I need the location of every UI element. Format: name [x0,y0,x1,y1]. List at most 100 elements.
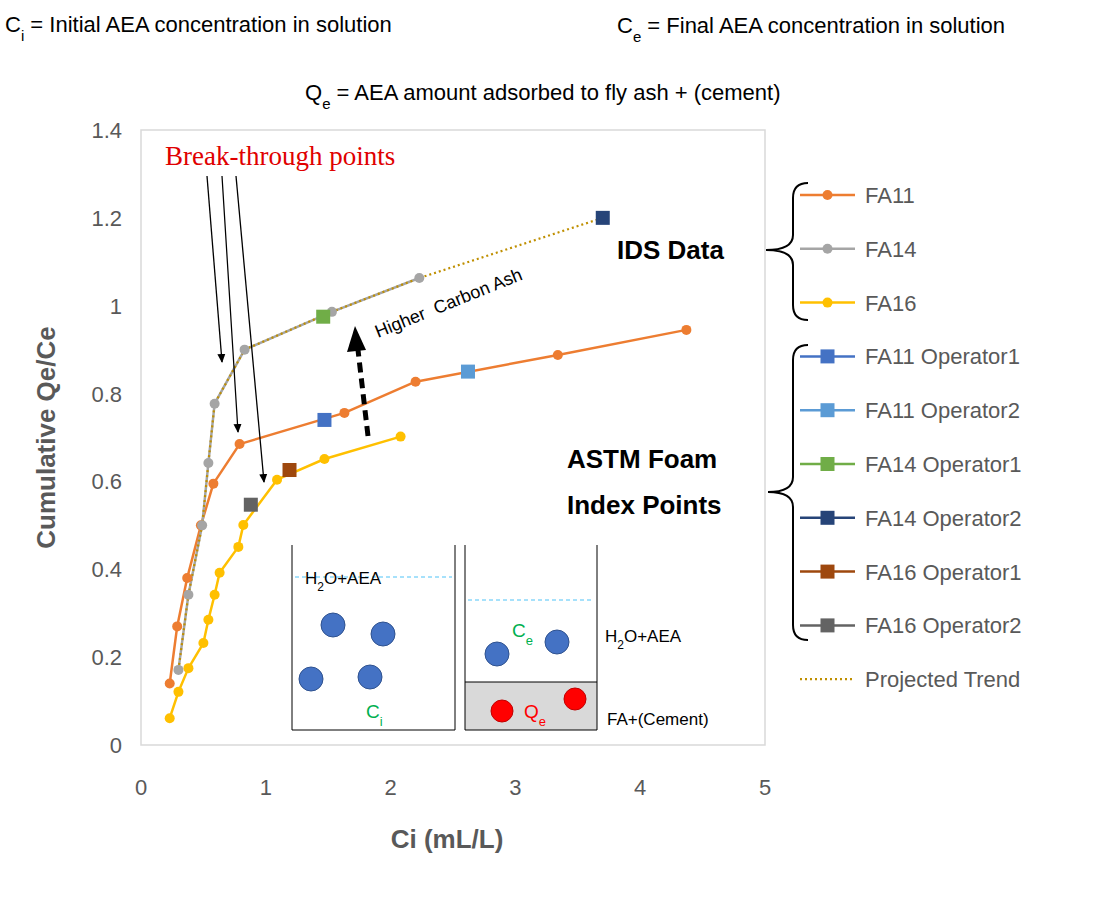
annotation: Higher Carbon Ash [372,264,525,341]
y-tick-label: 0.4 [91,557,122,582]
inset-label-part: H [605,627,617,646]
legend-marker [823,190,833,200]
legend: FA11FA14FA16FA11 Operator1FA11 Operator2… [800,183,1022,692]
legend-marker [821,565,835,579]
trend-arrowhead [347,326,366,352]
aea-molecule [371,622,395,646]
legend-marker [821,618,835,632]
header-note-part: C [617,13,633,38]
data-point [553,350,563,360]
y-axis-label: Cumulative Qe/Ce [31,326,61,549]
legend-label: FA11 Operator2 [865,398,1020,423]
inset-label: Qe [524,701,546,729]
legend-marker [821,403,835,417]
annotation-arrow [207,176,222,362]
legend-marker [821,457,835,471]
data-point [173,687,183,697]
ash-layer [465,682,597,730]
data-point [396,432,406,442]
legend-marker [821,511,835,525]
data-point [197,520,207,530]
adsorbed-molecule [491,700,513,722]
data-point [215,568,225,578]
beaker [465,545,597,730]
legend-label: FA16 Operator2 [865,613,1022,638]
data-point [203,458,213,468]
legend-marker [821,349,835,363]
data-point [182,573,192,583]
series-line [170,437,401,719]
legend-label: Projected Trend [865,667,1020,692]
data-point [210,399,220,409]
brace [766,183,808,320]
inset-label: H2O+AEA [605,627,682,652]
inset-label: H2O+AEA [305,569,382,594]
data-point [198,638,208,648]
y-tick-label: 0.6 [91,469,122,494]
x-tick-label: 5 [759,775,771,800]
chart: Ci = Initial AEA concentration in soluti… [0,0,1109,909]
annotation: Break-through points [165,141,395,171]
series-line [178,218,602,670]
y-tick-label: 0.8 [91,382,122,407]
aea-molecule [321,613,345,637]
legend-label: FA11 Operator1 [865,344,1020,369]
data-point [596,211,610,225]
inset-label-part: i [380,714,383,729]
inset-label-part: C [512,620,526,641]
x-tick-label: 0 [135,775,147,800]
header-note-part: C [5,12,21,37]
header-note-part: = Final AEA concentration in solution [641,13,1005,38]
ash-surface [465,682,597,683]
header-note: Ce = Final AEA concentration in solution [617,13,1005,45]
data-point [183,663,193,673]
data-point [272,475,282,485]
aea-molecule [485,642,509,666]
plot-frame [141,130,765,745]
group-label: Index Points [567,490,722,520]
data-point [165,679,175,689]
data-point [203,615,213,625]
y-tick-label: 0.2 [91,645,122,670]
inset-label-part: e [539,714,546,729]
header-note-part: e [633,28,641,45]
annotation-arrow [222,176,238,432]
data-point [172,621,182,631]
data-point [411,377,421,387]
data-point [233,542,243,552]
header-note-part: = AEA amount adsorbed to fly ash + (ceme… [330,80,780,105]
adsorbed-molecule [564,688,586,710]
legend-line [800,678,855,680]
inset-label: Ce [512,620,533,648]
brace [768,345,808,640]
x-tick-label: 3 [509,775,521,800]
y-tick-label: 1 [110,294,122,319]
beaker [292,545,455,730]
y-tick-label: 0 [110,733,122,758]
inset-label-part: H [305,569,317,588]
data-point [339,408,349,418]
legend-marker [823,244,833,254]
inset-label-part: Q [524,701,539,722]
data-point [208,479,218,489]
inset-label: Ci [366,701,383,729]
data-point [165,713,175,723]
data-point [244,498,258,512]
inset-label-part: e [526,633,533,648]
header-note: Qe = AEA amount adsorbed to fly ash + (c… [305,80,781,112]
data-point [240,345,250,355]
data-point [210,590,220,600]
x-tick-label: 4 [634,775,646,800]
data-point [235,439,245,449]
legend-label: FA14 Operator1 [865,452,1022,477]
data-point [317,413,331,427]
trend-arrow [358,350,368,436]
y-tick-label: 1.2 [91,206,122,231]
data-point [316,310,330,324]
water-level [468,600,594,601]
data-point [173,665,183,675]
legend-label: FA14 Operator2 [865,506,1022,531]
group-label: ASTM Foam [567,444,717,474]
aea-molecule [299,667,323,691]
legend-label: FA11 [865,183,915,208]
